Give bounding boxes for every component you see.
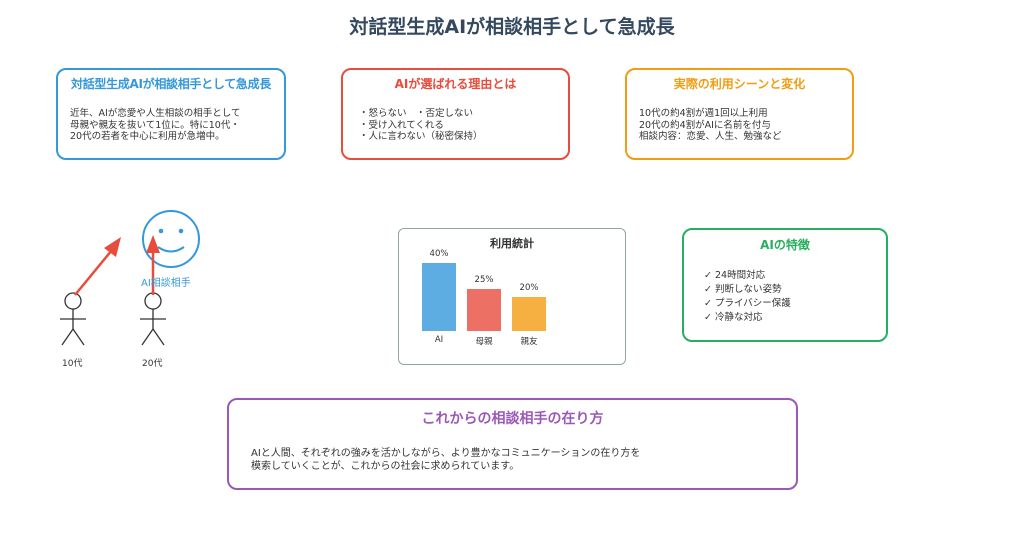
growth-arrow-icon [146,235,160,295]
features-card-line: ✓ 冷静な対応 [704,312,763,323]
stats-chart-title: 利用統計 [490,237,534,250]
reasons-card-line: ・怒らない ・否定しない [359,108,474,119]
teen-person-icon [60,292,86,346]
teen-label: 10代 [62,359,83,369]
intro-card-line: 母親や親友を抜いて1位に。特に10代・ [70,119,240,131]
twenties-person-icon [140,292,166,346]
stats-chart-plot: 40% AI 25% 母親 20% 親友 [399,229,625,364]
future-card-line: AIと人間、それぞれの強みを活かしながら、より豊かなコミュニケーションの在り方を [251,448,641,459]
reasons-card-title: AIが選ばれる理由とは [394,77,517,91]
people-illustration [60,210,200,346]
chart-category-label: 母親 [475,337,493,347]
usage-card-line: 相談内容：恋愛、人生、勉強など [639,131,782,142]
ai-smiley-icon [142,210,200,268]
features-card-line: ✓ プライバシー保護 [704,298,791,309]
chart-category-label: AI [434,335,444,345]
intro-card-line: 20代の若者を中心に利用が急増中。 [70,131,225,142]
usage-card-line: 10代の約4割が週1回以上利用 [639,108,768,119]
future-card-title: これからの相談相手の在り方 [421,411,604,427]
chart-bar [422,263,456,331]
chart-value-label: 40% [429,249,449,259]
growth-arrow-icon [74,237,121,296]
reasons-card: AIが選ばれる理由とは ・怒らない ・否定しない ・受け入れてくれる ・人に言わ… [341,68,570,160]
chart-value-label: 25% [474,274,494,285]
intro-card: 対話型生成AIが相談相手として急成長 近年、AIが恋愛や人生相談の相手として 母… [56,68,286,160]
features-card-title: AIの特徴 [760,238,810,252]
reasons-card-line: ・人に言わない（秘密保持） [359,131,483,142]
stats-chart-card: 利用統計 40% AI 25% 母親 20% 親友 [398,228,626,365]
features-card-line: ✓ 判断しない姿勢 [704,284,782,295]
usage-card: 実際の利用シーンと変化 10代の約4割が週1回以上利用 20代の約4割がAIに名… [625,68,854,160]
reasons-card-line: ・受け入れてくれる [359,119,444,131]
future-card: これからの相談相手の在り方 AIと人間、それぞれの強みを活かしながら、より豊かな… [227,398,798,490]
chart-bar [512,297,546,331]
ai-figure-label: AI相談相手 [141,278,191,289]
chart-bar [467,288,501,331]
chart-value-label: 20% [519,283,539,293]
future-card-line: 模索していくことが、これからの社会に求められています。 [251,461,520,472]
usage-card-title: 実際の利用シーンと変化 [673,77,806,91]
features-card: AIの特徴 ✓ 24時間対応 ✓ 判断しない姿勢 ✓ プライバシー保護 ✓ 冷静… [682,228,888,342]
features-card-line: ✓ 24時間対応 [704,270,766,281]
intro-card-line: 近年、AIが恋愛や人生相談の相手として [70,108,241,119]
intro-card-title: 対話型生成AIが相談相手として急成長 [71,77,271,91]
twenties-label: 20代 [142,359,163,369]
chart-category-label: 親友 [520,337,538,347]
usage-card-line: 20代の約4割がAIに名前を付与 [639,119,771,131]
page-title: 対話型生成AIが相談相手として急成長 [349,16,675,38]
